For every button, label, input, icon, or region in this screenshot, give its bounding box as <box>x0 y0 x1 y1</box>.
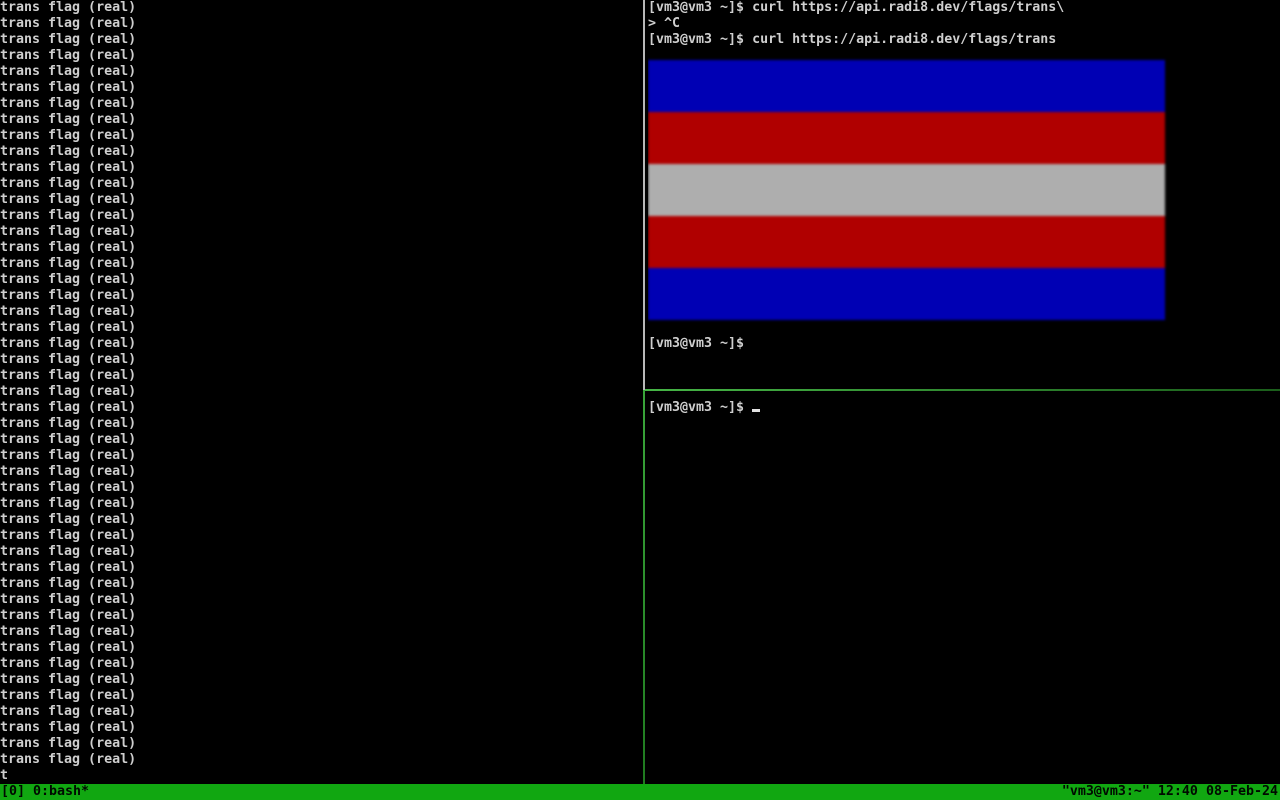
terminal-line: trans flag (real) <box>0 192 137 207</box>
terminal-line: trans flag (real) <box>0 560 137 575</box>
top-right-pane[interactable]: [vm3@vm3 ~]$ curl https://api.radi8.dev/… <box>648 0 1280 384</box>
pane-divider-vertical-active[interactable] <box>643 390 645 784</box>
terminal-line: trans flag (real) <box>0 720 137 735</box>
terminal-line: trans flag (real) <box>0 400 137 415</box>
tmux-status-bar: [0] 0:bash* "vm3@vm3:~" 12:40 08-Feb-24 <box>0 784 1280 800</box>
terminal-line: [vm3@vm3 ~]$ curl https://api.radi8.dev/… <box>648 0 1065 15</box>
flag-image-output <box>648 60 1165 320</box>
command-history: [vm3@vm3 ~]$ curl https://api.radi8.dev/… <box>648 0 1280 48</box>
terminal-line: trans flag (real) <box>0 432 137 447</box>
terminal-line: trans flag (real) <box>0 416 137 431</box>
terminal-line: trans flag (real) <box>0 176 137 191</box>
terminal-line: trans flag (real) <box>0 336 137 351</box>
flag-stripe <box>648 268 1165 320</box>
shell-prompt: [vm3@vm3 ~]$ <box>648 400 745 415</box>
terminal-line: trans flag (real) <box>0 736 137 751</box>
pane-divider-vertical-inactive[interactable] <box>643 0 645 390</box>
active-prompt-line: [vm3@vm3 ~]$ <box>648 400 1280 416</box>
terminal-line: trans flag (real) <box>0 128 137 143</box>
terminal-line: trans flag (real) <box>0 304 137 319</box>
terminal-line: trans flag (real) <box>0 96 137 111</box>
terminal-line: trans flag (real) <box>0 384 137 399</box>
terminal-line: trans flag (real) <box>0 144 137 159</box>
terminal-line: trans flag (real) <box>0 320 137 335</box>
flag-stripe <box>648 60 1165 112</box>
terminal-line: [vm3@vm3 ~]$ curl https://api.radi8.dev/… <box>648 32 1057 47</box>
terminal-line-partial: t <box>0 768 9 783</box>
shell-prompt: [vm3@vm3 ~]$ <box>648 336 745 351</box>
terminal-line: trans flag (real) <box>0 112 137 127</box>
flag-stripe <box>648 112 1165 164</box>
terminal-line: trans flag (real) <box>0 224 137 239</box>
terminal-line: trans flag (real) <box>0 160 137 175</box>
terminal-line: trans flag (real) <box>0 16 137 31</box>
terminal-line: trans flag (real) <box>0 688 137 703</box>
terminal-line: trans flag (real) <box>0 240 137 255</box>
terminal-line: trans flag (real) <box>0 0 137 15</box>
terminal-line: trans flag (real) <box>0 640 137 655</box>
terminal-line: trans flag (real) <box>0 576 137 591</box>
left-pane[interactable]: trans flag (real) trans flag (real) trans … <box>0 0 640 784</box>
terminal-line: trans flag (real) <box>0 208 137 223</box>
terminal-line: trans flag (real) <box>0 592 137 607</box>
terminal-line: trans flag (real) <box>0 464 137 479</box>
status-host-clock: "vm3@vm3:~" 12:40 08-Feb-24 <box>1061 784 1278 799</box>
terminal-line: trans flag (real) <box>0 448 137 463</box>
terminal-line: trans flag (real) <box>0 544 137 559</box>
terminal-line: trans flag (real) <box>0 496 137 511</box>
terminal-line: trans flag (real) <box>0 272 137 287</box>
terminal-line: trans flag (real) <box>0 672 137 687</box>
terminal-line: trans flag (real) <box>0 656 137 671</box>
terminal-line: trans flag (real) <box>0 512 137 527</box>
terminal-line: trans flag (real) <box>0 64 137 79</box>
terminal-line: trans flag (real) <box>0 608 137 623</box>
flag-stripe <box>648 164 1165 216</box>
terminal-line: trans flag (real) <box>0 368 137 383</box>
terminal-line: trans flag (real) <box>0 256 137 271</box>
terminal-line: trans flag (real) <box>0 32 137 47</box>
terminal-line: trans flag (real) <box>0 80 137 95</box>
terminal-line: trans flag (real) <box>0 528 137 543</box>
terminal-line: trans flag (real) <box>0 352 137 367</box>
terminal-cursor <box>752 409 761 412</box>
terminal-line: trans flag (real) <box>0 704 137 719</box>
terminal-line: trans flag (real) <box>0 752 137 767</box>
status-window-list[interactable]: [0] 0:bash* <box>1 784 90 799</box>
pane-divider-horizontal-active[interactable] <box>645 389 1280 391</box>
flag-stripe <box>648 216 1165 268</box>
bottom-right-pane[interactable]: [vm3@vm3 ~]$ <box>648 400 1280 784</box>
terminal-line: trans flag (real) <box>0 624 137 639</box>
terminal-line: trans flag (real) <box>0 480 137 495</box>
terminal-line: > ^C <box>648 16 681 31</box>
terminal-line: trans flag (real) <box>0 48 137 63</box>
terminal-line: trans flag (real) <box>0 288 137 303</box>
